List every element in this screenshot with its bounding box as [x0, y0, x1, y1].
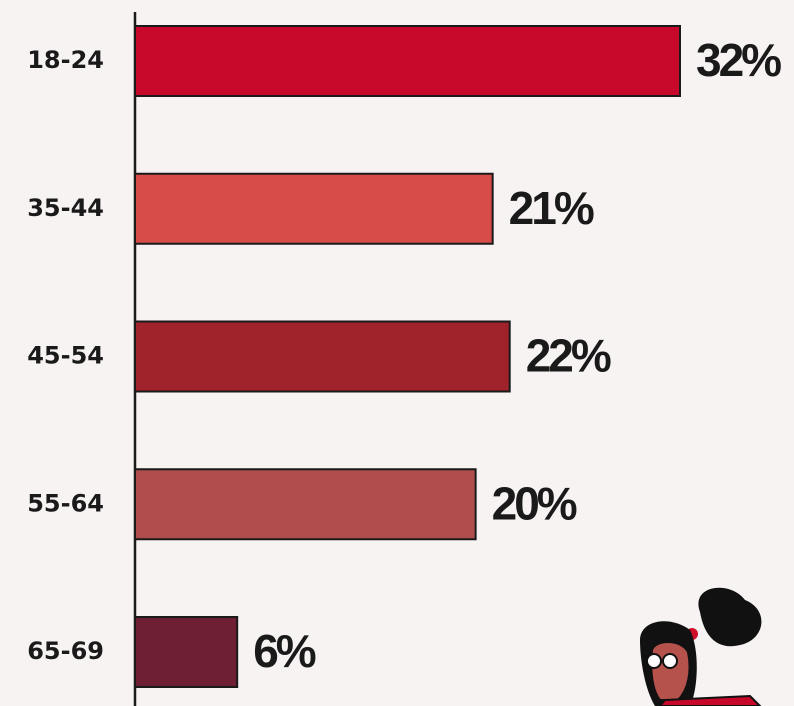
- bar: [134, 616, 239, 688]
- bar: [134, 468, 477, 541]
- bar: [134, 25, 681, 97]
- y-tick-label: 18-24: [27, 46, 104, 74]
- y-tick-label: 35-44: [27, 194, 104, 222]
- y-tick-label: 65-69: [27, 637, 104, 665]
- value-label: 22%: [526, 330, 611, 382]
- value-label: 32%: [696, 34, 781, 86]
- illustration: [640, 587, 762, 706]
- value-label: 6%: [253, 625, 316, 677]
- bar: [134, 172, 494, 245]
- y-tick-label: 45-54: [27, 342, 104, 370]
- value-label: 20%: [492, 477, 577, 529]
- bar: [134, 320, 511, 393]
- y-tick-label: 55-64: [27, 489, 104, 517]
- value-label: 21%: [509, 182, 594, 234]
